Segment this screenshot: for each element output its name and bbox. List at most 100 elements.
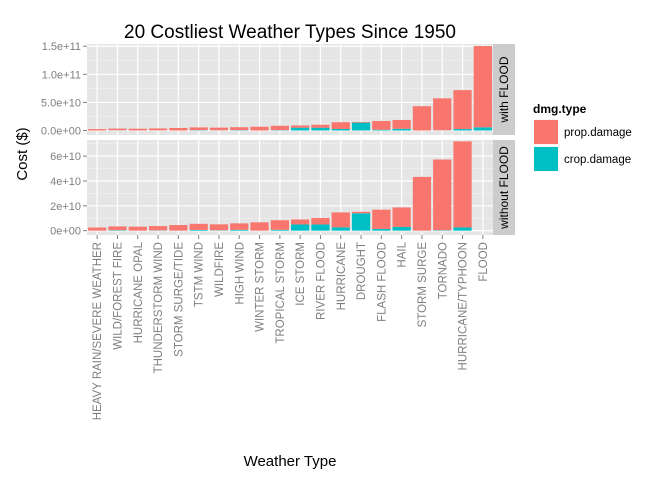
bar-crop-damage-river-flood bbox=[311, 128, 329, 131]
bar-crop-damage-tstm-wind bbox=[190, 230, 208, 231]
facet-strip-label: with FLOOD bbox=[497, 56, 511, 123]
x-tick-label: FLASH FLOOD bbox=[376, 242, 388, 322]
bar-prop-damage-ice-storm bbox=[291, 125, 309, 127]
x-tick-label: TSTM WIND bbox=[194, 242, 206, 307]
bar-prop-damage-tstm-wind bbox=[190, 224, 208, 230]
x-tick-label: ICE STORM bbox=[295, 242, 307, 306]
bar-crop-damage-ice-storm bbox=[291, 224, 309, 230]
bar-prop-damage-thunderstorm-wind bbox=[149, 226, 167, 230]
bar-prop-damage-high-wind bbox=[230, 127, 248, 130]
bar-prop-damage-thunderstorm-wind bbox=[149, 128, 167, 130]
bar-crop-damage-drought bbox=[352, 213, 370, 230]
bar-crop-damage-hail bbox=[393, 227, 411, 231]
bar-crop-damage-tropical-storm bbox=[271, 230, 289, 231]
x-tick-label: STORM SURGE bbox=[417, 242, 429, 328]
bar-crop-damage-hurricane-typhoon bbox=[453, 227, 471, 230]
chart-title: 20 Costliest Weather Types Since 1950 bbox=[124, 22, 456, 43]
bar-crop-damage-river-flood bbox=[311, 224, 329, 230]
legend-label: crop.damage bbox=[564, 154, 631, 166]
y-axis-title: Cost ($) bbox=[14, 127, 31, 180]
x-tick-label: TROPICAL STORM bbox=[275, 242, 287, 344]
bar-prop-damage-hail bbox=[393, 120, 411, 129]
bar-crop-damage-drought bbox=[352, 123, 370, 131]
bar-crop-damage-hurricane-typhoon bbox=[453, 129, 471, 130]
x-tick-label: HEAVY RAIN/SEVERE WEATHER bbox=[92, 242, 104, 420]
x-tick-label: TORNADO bbox=[437, 242, 449, 299]
panel-with-flood: 0.0e+00 5.0e+10 1.0e+11 1.5e+11 with FLOOD bbox=[41, 41, 515, 137]
bar-prop-damage-hurricane bbox=[332, 122, 350, 129]
y-tick-label: 4e+10 bbox=[50, 176, 81, 188]
legend-label: prop.damage bbox=[564, 127, 632, 139]
legend-title: dmg.type bbox=[533, 102, 587, 116]
x-tick-label: HURRICANE bbox=[336, 242, 348, 311]
panels: 0.0e+00 5.0e+10 1.0e+11 1.5e+11 with FLOOD 0e… bbox=[41, 41, 515, 237]
bar-prop-damage-storm-surge-tide bbox=[169, 225, 187, 231]
bar-prop-damage-heavy-rain-severe-weather bbox=[88, 129, 106, 130]
panel-without-flood: 0e+00 2e+10 4e+10 6e+10 without FLOOD bbox=[50, 140, 515, 238]
bar-crop-damage-flood bbox=[474, 127, 492, 130]
bar-crop-damage-flash-flood bbox=[372, 229, 390, 231]
legend-swatch-crop-damage bbox=[534, 147, 558, 171]
bar-prop-damage-wild-forest-fire bbox=[108, 226, 126, 230]
bar-crop-damage-hurricane bbox=[332, 227, 350, 230]
y-tick-label: 1.0e+11 bbox=[42, 69, 81, 81]
bar-prop-damage-tornado bbox=[433, 98, 451, 130]
y-tick-label: 5.0e+10 bbox=[41, 97, 81, 109]
bar-prop-damage-flash-flood bbox=[372, 210, 390, 229]
x-tick-label: THUNDERSTORM WIND bbox=[153, 242, 165, 373]
bar-prop-damage-hurricane-opal bbox=[129, 129, 147, 131]
bar-prop-damage-storm-surge bbox=[413, 106, 431, 130]
bar-crop-damage-ice-storm bbox=[291, 128, 309, 131]
bar-prop-damage-winter-storm bbox=[250, 222, 268, 230]
bar-prop-damage-hurricane-typhoon bbox=[453, 90, 471, 129]
x-tick-label: DROUGHT bbox=[356, 242, 368, 300]
x-tick-label: RIVER FLOOD bbox=[315, 242, 327, 320]
bar-crop-damage-flash-flood bbox=[372, 130, 390, 131]
x-tick-label: HURRICANE OPAL bbox=[133, 241, 145, 343]
bar-prop-damage-storm-surge bbox=[413, 177, 431, 231]
bar-crop-damage-hail bbox=[393, 129, 411, 131]
bar-prop-damage-tornado bbox=[433, 159, 451, 230]
bar-prop-damage-storm-surge-tide bbox=[169, 128, 187, 131]
bar-prop-damage-tropical-storm bbox=[271, 220, 289, 230]
bar-prop-damage-flash-flood bbox=[372, 121, 390, 130]
x-tick-label: WINTER STORM bbox=[255, 242, 267, 332]
y-tick-label: 2e+10 bbox=[50, 201, 81, 213]
x-tick-label: HURRICANE/TYPHOON bbox=[458, 242, 470, 370]
bar-prop-damage-tropical-storm bbox=[271, 126, 289, 130]
y-tick-label: 1.5e+11 bbox=[42, 41, 81, 53]
bar-prop-damage-hurricane bbox=[332, 212, 350, 227]
bar-prop-damage-river-flood bbox=[311, 125, 329, 128]
legend: dmg.type prop.damage crop.damage bbox=[533, 102, 632, 172]
bar-prop-damage-tstm-wind bbox=[190, 127, 208, 130]
x-axis-title: Weather Type bbox=[244, 453, 337, 470]
x-tick-label: WILD/FOREST FIRE bbox=[112, 242, 124, 350]
bar-prop-damage-winter-storm bbox=[250, 127, 268, 131]
x-tick-label: HIGH WIND bbox=[234, 242, 246, 305]
bar-prop-damage-wildfire bbox=[210, 128, 228, 131]
x-tick-label: HAIL bbox=[397, 241, 409, 267]
x-axis: HEAVY RAIN/SEVERE WEATHER WILD/FOREST FIR… bbox=[92, 235, 490, 420]
x-tick-label: STORM SURGE/TIDE bbox=[173, 242, 185, 357]
y-tick-label: 0.0e+00 bbox=[41, 126, 81, 138]
bar-prop-damage-flood bbox=[474, 46, 492, 127]
bar-prop-damage-drought bbox=[352, 212, 370, 213]
legend-swatch-prop-damage bbox=[534, 120, 558, 144]
bar-prop-damage-river-flood bbox=[311, 218, 329, 224]
bar-prop-damage-hurricane-typhoon bbox=[453, 141, 471, 227]
facet-strip-label: without FLOOD bbox=[497, 146, 511, 230]
bar-crop-damage-high-wind bbox=[230, 230, 248, 231]
x-tick-label: WILDFIRE bbox=[214, 242, 226, 297]
y-tick-label: 0e+00 bbox=[50, 226, 81, 238]
bar-prop-damage-wildfire bbox=[210, 224, 228, 230]
bar-prop-damage-high-wind bbox=[230, 223, 248, 229]
panel-background bbox=[87, 140, 493, 235]
bar-prop-damage-wild-forest-fire bbox=[108, 129, 126, 131]
bar-prop-damage-ice-storm bbox=[291, 219, 309, 224]
y-tick-label: 6e+10 bbox=[50, 151, 81, 163]
bar-crop-damage-hurricane bbox=[332, 129, 350, 131]
panel-background bbox=[87, 44, 493, 135]
bar-prop-damage-drought bbox=[352, 122, 370, 123]
